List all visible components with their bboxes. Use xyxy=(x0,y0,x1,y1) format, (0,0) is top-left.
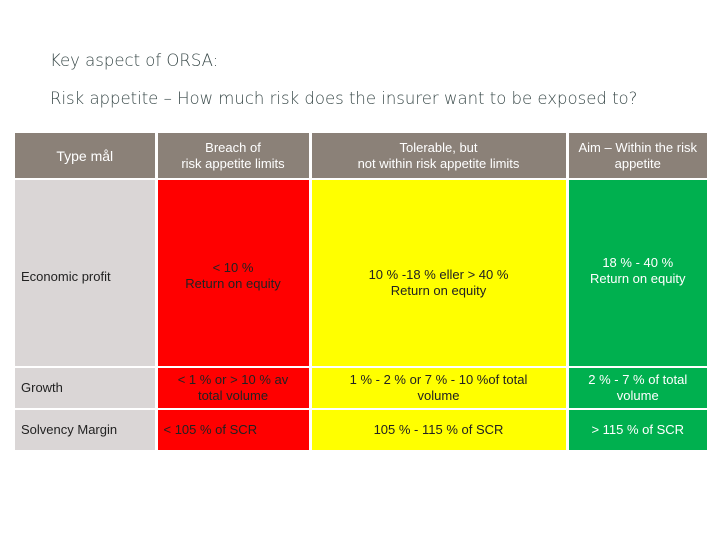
header-tolerable-line1: Tolerable, but xyxy=(399,139,478,155)
economic-aim-line1: 18 % - 40 % xyxy=(602,255,674,270)
table-row-solvency-margin: Solvency Margin < 105 % of SCR 105 % - 1… xyxy=(15,409,707,452)
economic-profit-label: Economic profit xyxy=(21,269,111,284)
header-type: Type mål xyxy=(15,133,158,180)
slide-subtitle: Risk appetite – How much risk does the i… xyxy=(50,89,638,108)
header-breach-line2: risk appetite limits xyxy=(181,155,285,171)
table-header-row: Type mål Breach of risk appetite limits … xyxy=(15,133,707,180)
economic-tolerable-line1: 10 % -18 % eller > 40 % xyxy=(368,267,509,282)
header-breach: Breach of risk appetite limits xyxy=(156,133,312,180)
growth-label: Growth xyxy=(21,380,63,395)
growth-breach-line1: < 1 % or > 10 % av xyxy=(177,372,289,387)
economic-breach-line1: < 10 % xyxy=(212,260,254,275)
growth-tolerable-cell: 1 % - 2 % or 7 % - 10 %of total volume xyxy=(310,367,569,410)
solvency-breach-text: < 105 % of SCR xyxy=(163,422,258,437)
economic-breach-line2: Return on equity xyxy=(185,276,281,291)
solvency-tolerable-cell: 105 % - 115 % of SCR xyxy=(310,409,569,452)
header-tolerable-line2: not within risk appetite limits xyxy=(357,155,520,171)
solvency-tolerable-text: 105 % - 115 % of SCR xyxy=(373,422,504,437)
header-type-label: Type mål xyxy=(56,147,114,164)
growth-tolerable-line2: volume xyxy=(417,388,460,403)
header-breach-line1: Breach of xyxy=(205,139,261,155)
header-aim: Aim – Within the risk appetite xyxy=(567,133,707,180)
row-label-economic-profit: Economic profit xyxy=(15,179,158,368)
growth-aim-line2: volume xyxy=(616,388,659,403)
growth-aim-line1: 2 % - 7 % of total xyxy=(588,372,688,387)
row-label-solvency-margin: Solvency Margin xyxy=(15,409,158,452)
slide-title: Key aspect of ORSA: xyxy=(50,51,219,70)
row-label-growth: Growth xyxy=(15,367,158,410)
economic-aim-cell: 18 % - 40 % Return on equity xyxy=(567,179,707,368)
header-tolerable: Tolerable, but not within risk appetite … xyxy=(310,133,569,180)
economic-aim-line2: Return on equity xyxy=(590,271,686,286)
solvency-aim-text: > 115 % of SCR xyxy=(591,422,685,437)
solvency-margin-label: Solvency Margin xyxy=(21,422,118,437)
table-row-growth: Growth < 1 % or > 10 % av total volume 1… xyxy=(15,367,707,410)
solvency-breach-cell: < 105 % of SCR xyxy=(156,409,312,452)
table-row-economic-profit: Economic profit < 10 % Return on equity … xyxy=(15,179,707,368)
economic-tolerable-line2: Return on equity xyxy=(390,283,487,298)
growth-aim-cell: 2 % - 7 % of total volume xyxy=(567,367,707,410)
growth-tolerable-line1: 1 % - 2 % or 7 % - 10 %of total xyxy=(349,372,528,387)
economic-breach-cell: < 10 % Return on equity xyxy=(156,179,312,368)
risk-appetite-table: Type mål Breach of risk appetite limits … xyxy=(15,133,707,452)
solvency-aim-cell: > 115 % of SCR xyxy=(567,409,707,452)
economic-tolerable-cell: 10 % -18 % eller > 40 % Return on equity xyxy=(310,179,569,368)
growth-breach-cell: < 1 % or > 10 % av total volume xyxy=(156,367,312,410)
header-aim-line2: appetite xyxy=(614,155,661,171)
growth-breach-line2: total volume xyxy=(197,388,269,403)
header-aim-line1: Aim – Within the risk xyxy=(578,139,697,155)
